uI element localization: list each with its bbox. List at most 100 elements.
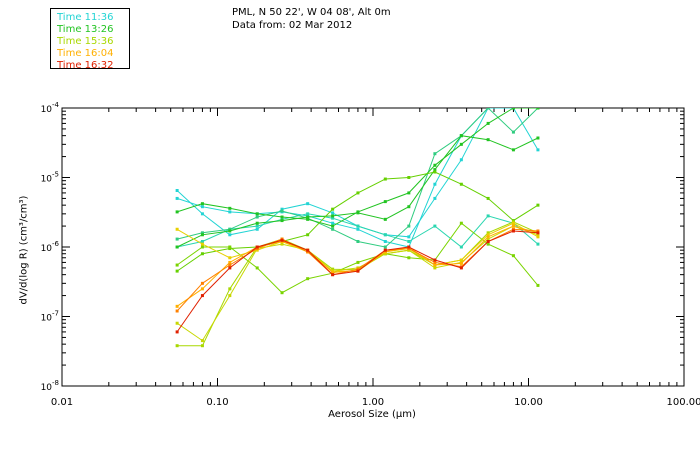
series-point [536,231,540,235]
series-point [331,267,335,271]
series-point [228,287,232,291]
series-point [433,224,437,228]
series-point [228,263,232,267]
x-tick-label: 1.00 [362,397,384,408]
series-point [228,266,232,270]
series-point [280,219,284,223]
series-point [407,239,411,243]
series-point [255,247,259,251]
series-point [433,263,437,267]
series-point [356,260,360,264]
series-point [306,202,310,206]
series-point [433,170,437,174]
series-point [356,191,360,195]
series-point [331,273,335,277]
series-point [200,281,204,285]
series-point [306,248,310,252]
series-point [433,258,437,262]
series-point [331,227,335,231]
series-point [175,210,179,214]
series-point [356,267,360,271]
series-point [356,269,360,273]
series-point [280,242,284,246]
series-point [306,277,310,281]
series-point [383,200,387,204]
series-point [459,142,463,146]
series-point [200,242,204,246]
series-point [228,229,232,233]
series-point [280,207,284,211]
series-point [306,250,310,254]
series-point [511,229,515,233]
series-point [200,252,204,256]
series-point [433,168,437,172]
series-point [383,233,387,237]
series-point [459,182,463,186]
series-point [536,108,540,110]
series-point [536,283,540,287]
y-axis-label: dV/d(log R) (cm³/cm³) [18,195,30,305]
series-point [383,217,387,221]
series-point [407,256,411,260]
series-point [536,148,540,152]
series-point [228,294,232,298]
series-point [407,235,411,239]
series-point [511,254,515,258]
series-point [228,247,232,251]
series-point [383,239,387,243]
series-point [536,242,540,246]
series-point [433,152,437,156]
series-point [228,233,232,237]
series-point [356,239,360,243]
y-tick-label: 10-8 [41,379,59,393]
series-point [459,258,463,262]
series-point [255,221,259,225]
series-point [175,321,179,325]
series-point [459,266,463,270]
series-point [486,108,490,110]
series-point [200,344,204,348]
series-point [200,205,204,209]
series-point [511,130,515,134]
series-point [433,266,437,270]
legend-item-1632: Time 16:32 [57,60,114,71]
legend-item-1326: Time 13:26 [57,24,114,35]
series-point [407,245,411,249]
series-point [255,266,259,270]
series-point [331,211,335,215]
series-point [407,247,411,251]
series-point [175,263,179,267]
series-point [331,216,335,220]
legend-item-1136: Time 11:36 [57,12,114,23]
series-point [486,196,490,200]
legend-item-1536: Time 15:36 [57,36,114,47]
series-point [536,203,540,207]
legend-item-1604: Time 16:04 [57,48,114,59]
series-point [331,207,335,211]
series-point [459,261,463,265]
series-point [175,309,179,313]
series-point [383,250,387,254]
series-point [228,245,232,249]
series-point [200,245,204,249]
series-point [407,248,411,252]
series-point [228,260,232,264]
series-point [407,176,411,179]
series-point [175,344,179,348]
series-point [433,182,437,186]
series-point [280,215,284,219]
series-point [200,287,204,291]
series-point [511,221,515,225]
series-point [486,233,490,237]
x-tick-label: 10.00 [514,397,543,408]
location-text: PML, N 50 22', W 04 08', Alt 0m [232,7,391,18]
series-point [356,227,360,231]
series-point [407,191,411,195]
series-point [486,214,490,218]
series-point [511,227,515,231]
series-point [486,237,490,241]
plot-frame [61,107,685,387]
series-point [511,108,515,110]
series-point [433,163,437,167]
